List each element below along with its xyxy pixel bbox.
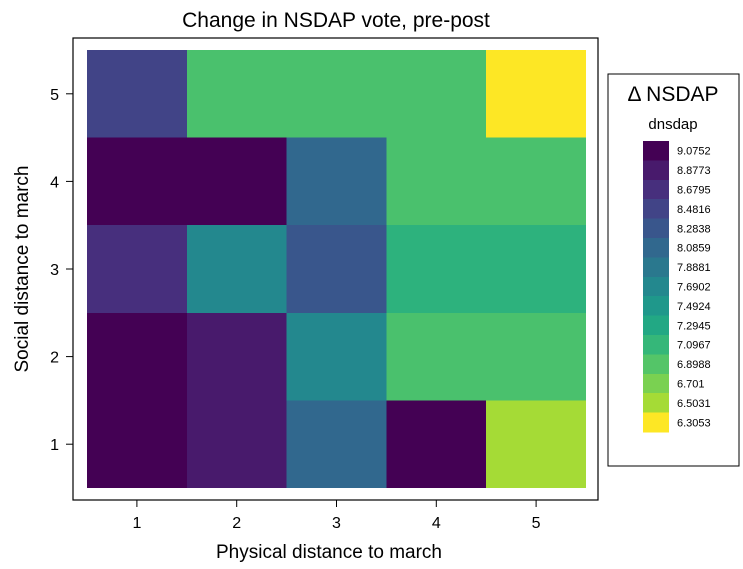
- legend-swatch: [643, 296, 669, 316]
- legend-swatch: [643, 257, 669, 278]
- y-tick-label: 3: [50, 262, 59, 279]
- legend-box: [607, 73, 740, 467]
- heatmap-cell: [386, 50, 487, 138]
- heatmap-cell: [286, 225, 387, 313]
- heatmap-cell: [486, 400, 586, 488]
- heatmap-cell: [186, 137, 287, 226]
- legend-key-label: 8.2838: [677, 223, 711, 235]
- legend-key-label: 8.8773: [677, 165, 711, 177]
- heatmap-cell: [87, 225, 187, 313]
- legend-title: Δ NSDAP: [627, 83, 718, 106]
- heatmap-cell: [87, 137, 187, 226]
- heatmap-cell: [486, 225, 586, 313]
- legend-key-label: 7.8881: [677, 262, 711, 274]
- x-tick-label: 1: [132, 515, 141, 532]
- x-tick-label: 3: [332, 515, 341, 532]
- legend-key-label: 7.2945: [677, 320, 711, 332]
- legend-swatch: [643, 160, 669, 181]
- legend-swatch: [643, 315, 669, 336]
- y-tick-label: 2: [50, 350, 59, 367]
- heatmap-cell: [386, 225, 487, 313]
- y-tick-label: 4: [50, 174, 59, 191]
- legend-key-label: 6.3053: [677, 417, 711, 429]
- heatmap-cell: [386, 400, 487, 488]
- heatmap-cell: [87, 50, 187, 138]
- heatmap-cell: [286, 312, 387, 401]
- heatmap-cell: [386, 312, 487, 401]
- legend-key-label: 9.0752: [677, 146, 711, 158]
- heatmap-cell: [87, 400, 187, 488]
- legend: Δ NSDAP dnsdap 9.0752 8.8773 8.6795 8.4816 8…: [607, 73, 740, 467]
- legend-keys: 9.0752 8.8773 8.6795 8.4816 8.2838 8.0859 7.88…: [643, 141, 711, 433]
- y-tick-label: 1: [50, 437, 59, 454]
- heatmap-cell: [186, 225, 287, 313]
- legend-key-label: 7.0967: [677, 340, 711, 352]
- x-tick-label: 2: [232, 515, 241, 532]
- legend-key-label: 6.8988: [677, 359, 711, 371]
- heatmap-cell: [486, 312, 586, 401]
- legend-key-label: 8.6795: [677, 185, 711, 197]
- x-axis-label: Physical distance to march: [216, 542, 442, 563]
- heatmap-cell: [386, 137, 487, 226]
- x-tick-label: 4: [432, 515, 441, 532]
- legend-key-label: 8.0859: [677, 243, 711, 255]
- legend-swatch: [643, 218, 669, 239]
- legend-swatch: [643, 335, 669, 355]
- legend-key-label: 7.6902: [677, 282, 711, 294]
- y-axis-label: Social distance to march: [12, 166, 33, 373]
- legend-key-label: 6.5031: [677, 398, 711, 410]
- heatmap-cell: [286, 50, 387, 138]
- legend-swatch: [643, 238, 669, 258]
- legend-swatch: [643, 412, 669, 433]
- heatmap-cell: [186, 50, 287, 138]
- legend-key-label: 7.4924: [677, 301, 711, 313]
- heatmap-cell: [286, 400, 387, 488]
- x-tick-label: 5: [532, 515, 541, 532]
- legend-swatch: [643, 276, 669, 297]
- legend-subtitle: dnsdap: [648, 116, 697, 133]
- legend-key-label: 8.4816: [677, 204, 711, 216]
- y-axis-ticks: 1 2 3 4 5: [50, 87, 73, 454]
- heatmap-cell: [186, 312, 287, 401]
- legend-key-label: 6.701: [677, 379, 705, 391]
- legend-swatch: [643, 141, 669, 161]
- heatmap-cells: [87, 50, 586, 488]
- x-axis-ticks: 1 2 3 4 5: [132, 500, 541, 532]
- heatmap-cell: [87, 312, 187, 401]
- chart-title: Change in NSDAP vote, pre-post: [182, 9, 490, 32]
- heatmap-cell: [486, 137, 586, 226]
- legend-swatch: [643, 373, 669, 394]
- legend-swatch: [643, 393, 669, 413]
- heatmap-cell: [186, 400, 287, 488]
- heatmap-cell: [486, 50, 586, 138]
- y-tick-label: 5: [50, 87, 59, 104]
- legend-swatch: [643, 354, 669, 375]
- heatmap-cell: [286, 137, 387, 226]
- legend-swatch: [643, 199, 669, 219]
- legend-swatch: [643, 179, 669, 200]
